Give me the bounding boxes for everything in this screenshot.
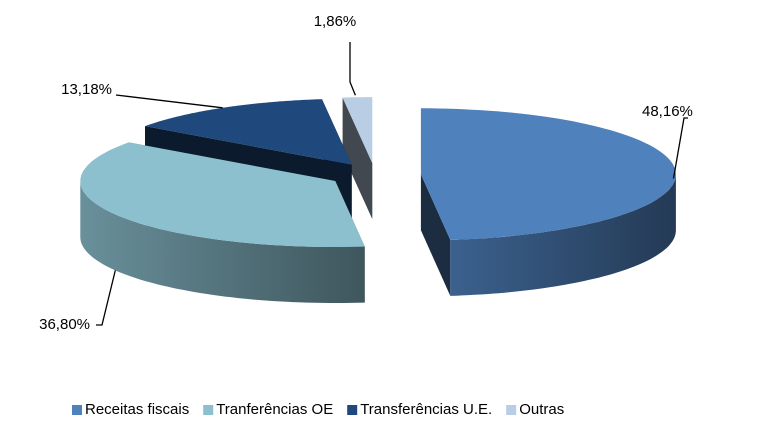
legend-label: Transferências U.E. <box>360 401 492 418</box>
data-label: 48,16% <box>642 103 693 120</box>
leader-line <box>96 270 116 326</box>
slice-cut-face <box>342 97 373 220</box>
slice-wall <box>450 174 676 296</box>
legend-label: Outras <box>519 401 564 418</box>
leader-line <box>672 117 688 179</box>
data-label: 13,18% <box>61 81 112 98</box>
data-label: 36,80% <box>39 316 90 333</box>
slice <box>342 97 373 164</box>
slice <box>420 108 676 240</box>
legend-swatch <box>506 405 517 415</box>
slice <box>145 99 352 165</box>
slice-cut-face <box>420 174 451 296</box>
leader-line <box>115 94 223 109</box>
leader-line <box>349 42 357 96</box>
legend-swatch <box>347 405 358 415</box>
legend-label: Tranferências OE <box>216 401 333 418</box>
legend-swatch <box>203 405 214 415</box>
data-label: 1,86% <box>314 13 357 30</box>
legend-label: Receitas fiscais <box>85 401 189 418</box>
legend-swatch <box>72 405 82 415</box>
slice <box>80 142 365 247</box>
slice-wall <box>80 181 365 303</box>
